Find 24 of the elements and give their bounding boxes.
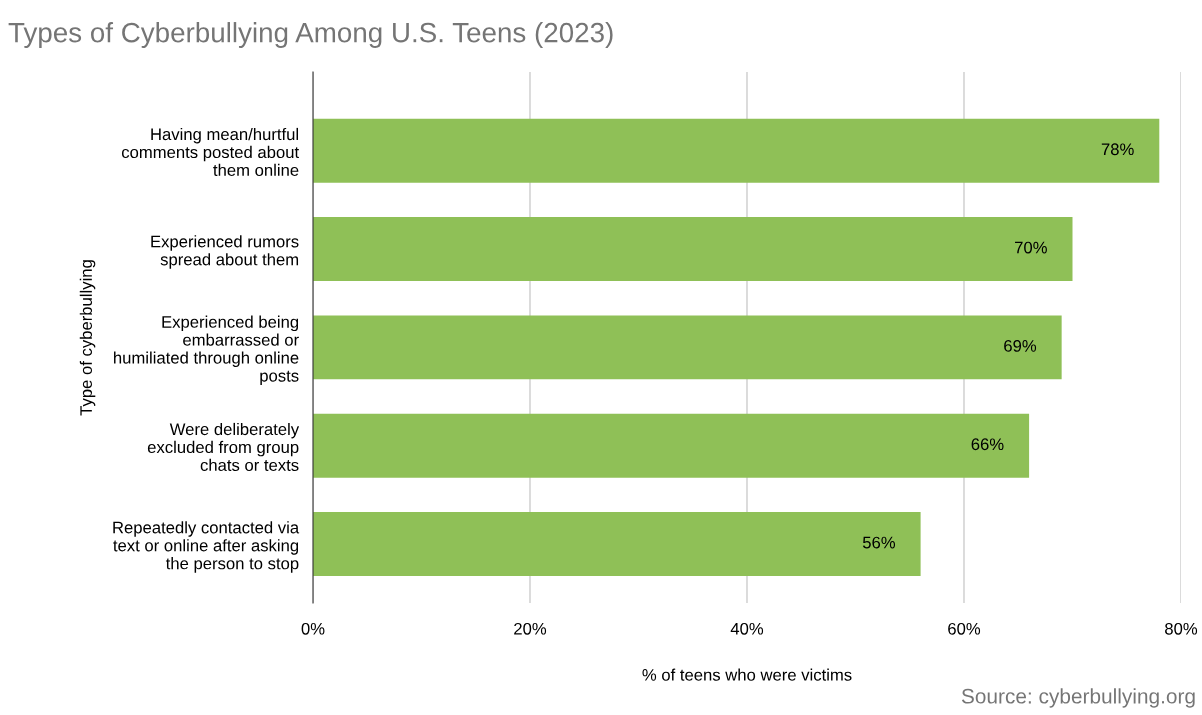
- y-tick-label: Experienced rumors spread about them: [151, 235, 299, 269]
- data-label: 69%: [1004, 340, 1037, 352]
- y-tick-label: Repeatedly contacted via text or online after asking the person to stop: [113, 521, 300, 573]
- chart-title: Types of Cyberbullying Among U.S. Teens (2023): [8, 22, 613, 48]
- x-tick-label: 20%: [514, 622, 547, 635]
- y-axis-title: Type of cyberbullying: [79, 260, 96, 416]
- data-label: 56%: [862, 536, 896, 549]
- x-axis-title: % of teens who were victims: [642, 668, 852, 681]
- data-label: 70%: [1015, 241, 1047, 254]
- source-note: Source: cyberbullying.org: [961, 688, 1195, 708]
- x-tick-label: 60%: [948, 622, 981, 635]
- bar: [313, 512, 921, 576]
- y-tick-label: Experienced being embarrassed or humiliated through online posts: [114, 315, 299, 385]
- y-tick-label: Having mean/hurtful comments posted about them online: [121, 127, 299, 177]
- bar: [313, 413, 1030, 478]
- data-label: 78%: [1101, 143, 1134, 156]
- bar: [313, 118, 1160, 183]
- data-label: 66%: [971, 438, 1004, 451]
- x-tick-label: 40%: [730, 622, 764, 635]
- x-tick-label: 80%: [1165, 622, 1198, 635]
- x-tick-label: 0%: [301, 622, 325, 635]
- bar: [313, 217, 1073, 281]
- y-tick-label: Were deliberately excluded from group chats or texts: [147, 422, 300, 472]
- bar: [313, 315, 1062, 380]
